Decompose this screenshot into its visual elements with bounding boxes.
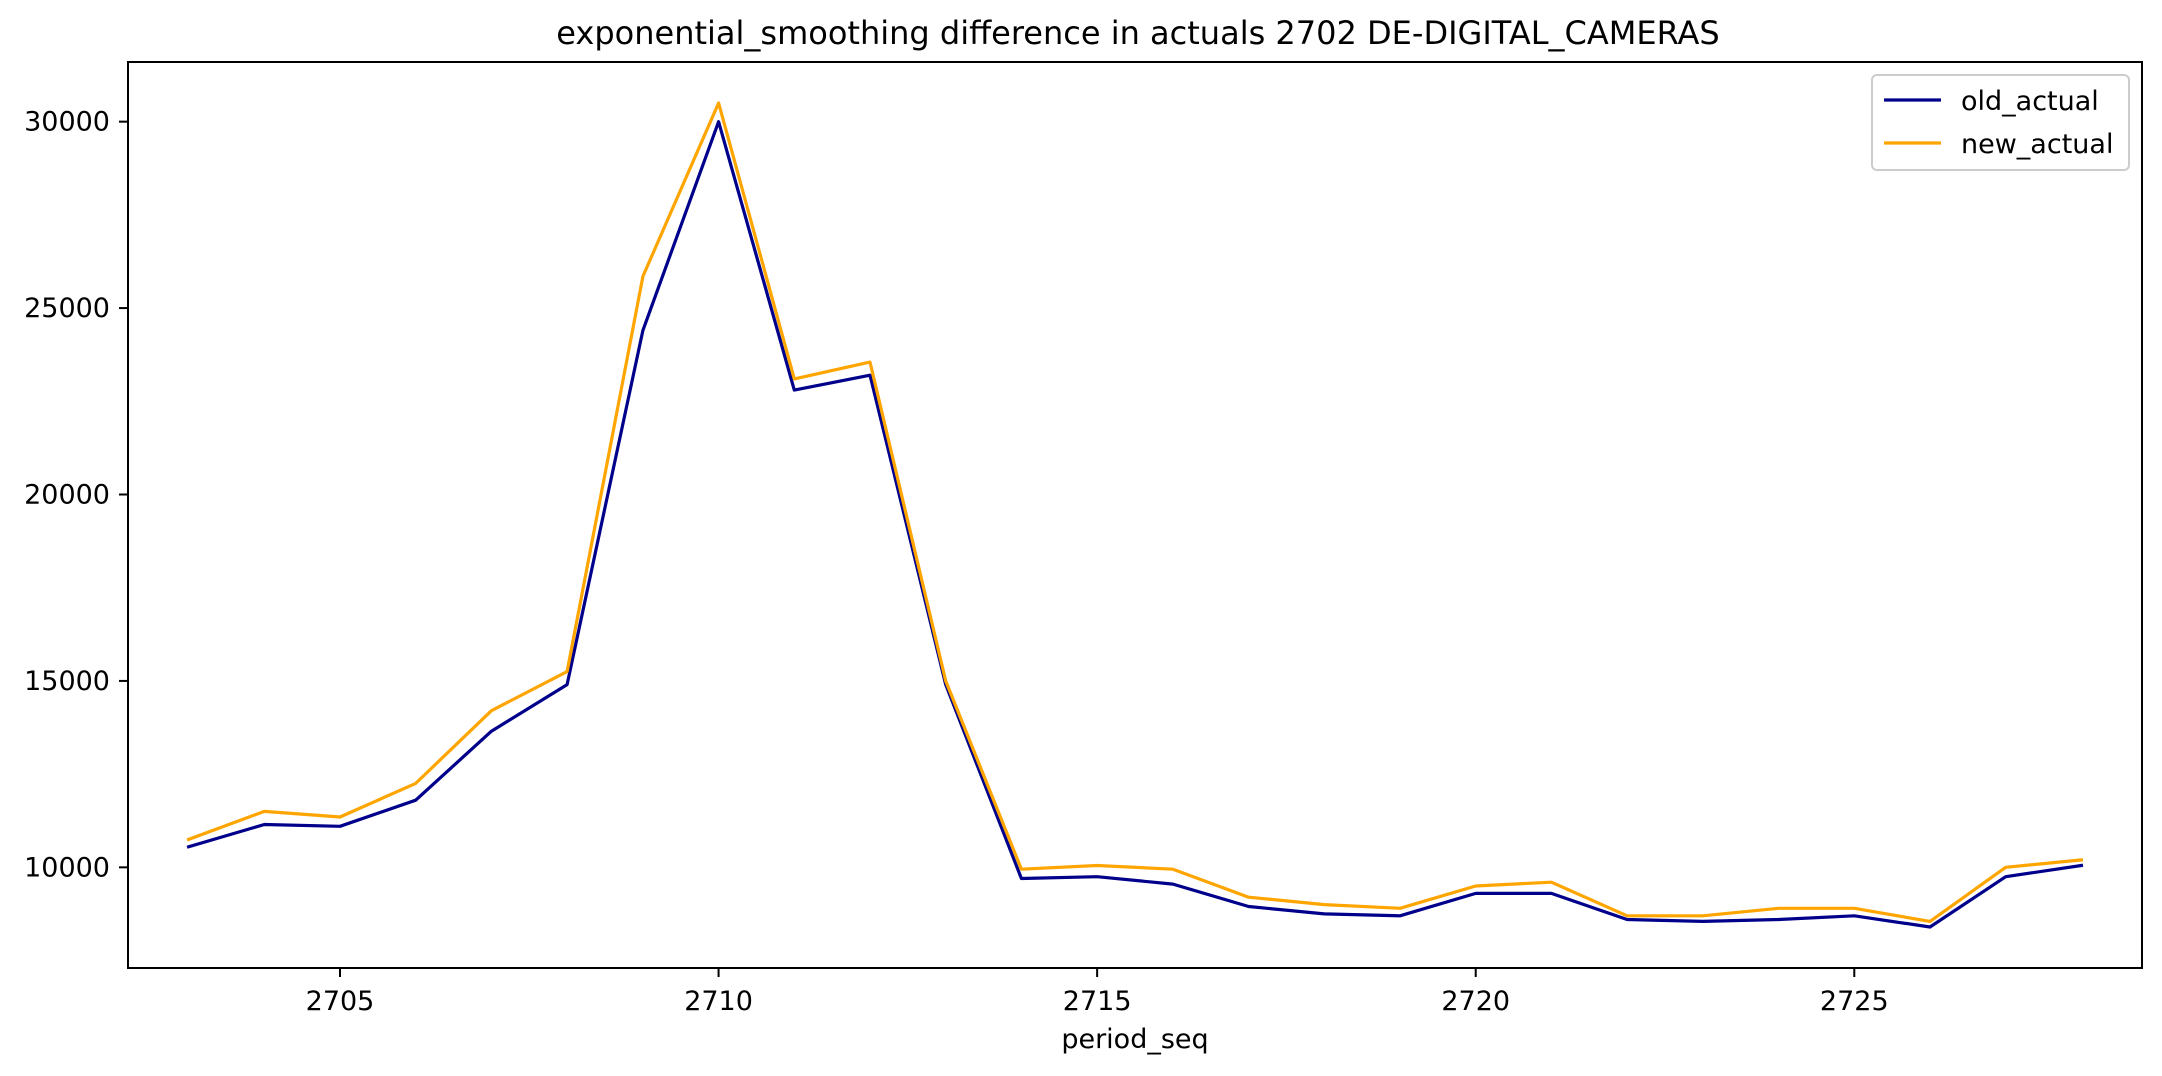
x-tick-label: 2705 (306, 986, 375, 1017)
series-line-old-actual (186, 120, 2084, 929)
x-tick-label: 2720 (1441, 986, 1510, 1017)
legend-label-new-actual: new_actual (1961, 129, 2113, 160)
chart-title: exponential_smoothing difference in actu… (556, 14, 1719, 52)
x-tick-label: 2710 (684, 986, 753, 1017)
y-axis: 10000 15000 20000 25000 30000 (24, 107, 128, 883)
y-tick-label: 15000 (24, 666, 110, 697)
x-tick-label: 2715 (1063, 986, 1132, 1017)
y-tick-label: 20000 (24, 479, 110, 510)
y-tick-label: 10000 (24, 852, 110, 883)
series-lines (186, 101, 2084, 929)
x-tick-label: 2725 (1820, 986, 1889, 1017)
x-axis-label: period_seq (1061, 1024, 1208, 1055)
legend-label-old-actual: old_actual (1961, 86, 2099, 117)
y-tick-label: 30000 (24, 107, 110, 138)
plot-area-frame (127, 61, 2143, 969)
x-axis: 2705 2710 2715 2720 2725 (306, 968, 1889, 1017)
y-tick-label: 25000 (24, 293, 110, 324)
series-line-new-actual (186, 101, 2084, 924)
legend: old_actual new_actual (1871, 74, 2130, 171)
